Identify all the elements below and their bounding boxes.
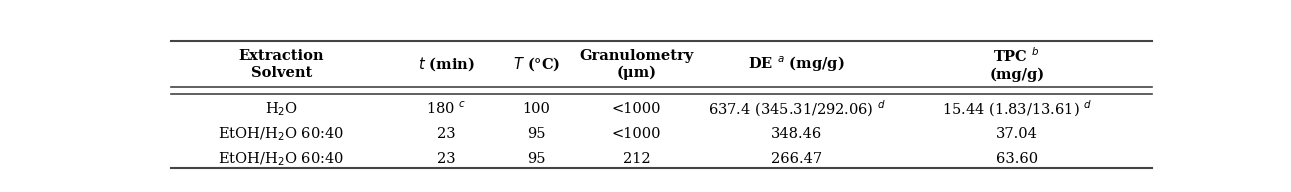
Text: 212: 212 [622, 152, 651, 166]
Text: 15.44 (1.83/13.61) $^{d}$: 15.44 (1.83/13.61) $^{d}$ [941, 99, 1092, 119]
Text: 637.4 (345.31/292.06) $^{d}$: 637.4 (345.31/292.06) $^{d}$ [707, 99, 886, 119]
Text: 95: 95 [527, 127, 546, 141]
Text: 23: 23 [438, 127, 456, 141]
Text: EtOH/H$_2$O 60:40: EtOH/H$_2$O 60:40 [218, 150, 345, 168]
Text: <1000: <1000 [612, 102, 661, 116]
Text: 63.60: 63.60 [995, 152, 1038, 166]
Text: <1000: <1000 [612, 127, 661, 141]
Text: 100: 100 [523, 102, 550, 116]
Text: 266.47: 266.47 [771, 152, 822, 166]
Text: 23: 23 [438, 152, 456, 166]
Text: Granulometry
(μm): Granulometry (μm) [580, 49, 693, 80]
Text: EtOH/H$_2$O 60:40: EtOH/H$_2$O 60:40 [218, 125, 345, 143]
Text: Extraction
Solvent: Extraction Solvent [239, 49, 324, 79]
Text: 348.46: 348.46 [771, 127, 822, 141]
Text: DE $^{a}$ (mg/g): DE $^{a}$ (mg/g) [749, 55, 846, 74]
Text: $t$ (min): $t$ (min) [418, 56, 475, 73]
Text: 95: 95 [527, 152, 546, 166]
Text: 180 $^{c}$: 180 $^{c}$ [426, 100, 466, 117]
Text: H$_2$O: H$_2$O [265, 100, 298, 118]
Text: TPC $^{b}$
(mg/g): TPC $^{b}$ (mg/g) [989, 47, 1044, 82]
Text: 37.04: 37.04 [995, 127, 1038, 141]
Text: $T$ (°C): $T$ (°C) [513, 56, 560, 73]
